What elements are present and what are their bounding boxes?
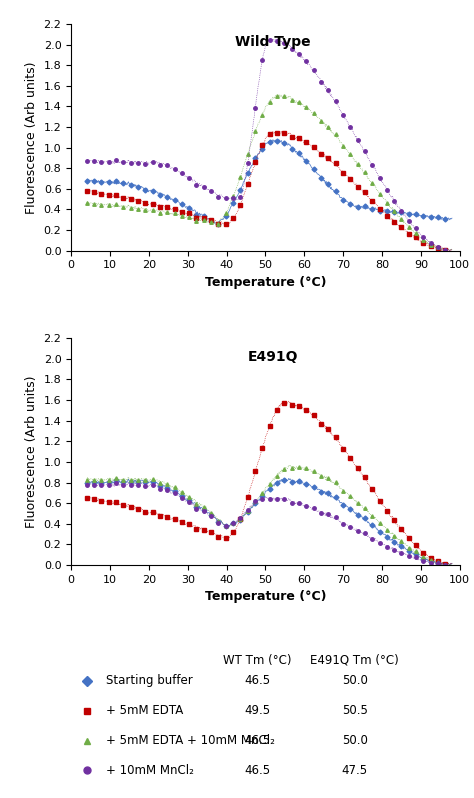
Text: 50.5: 50.5 <box>342 705 368 717</box>
Text: 46.5: 46.5 <box>245 764 271 777</box>
Text: + 5mM EDTA: + 5mM EDTA <box>106 705 183 717</box>
Y-axis label: Fluorescence (Arb units): Fluorescence (Arb units) <box>25 375 38 527</box>
X-axis label: Temperature (°C): Temperature (°C) <box>205 276 326 289</box>
Text: Starting buffer: Starting buffer <box>106 674 193 687</box>
Text: WT Tm (°C): WT Tm (°C) <box>223 654 292 667</box>
Text: + 10mM MnCl₂: + 10mM MnCl₂ <box>106 764 194 777</box>
Text: 46.5: 46.5 <box>245 674 271 687</box>
Text: + 5mM EDTA + 10mM MnCl₂: + 5mM EDTA + 10mM MnCl₂ <box>106 734 275 747</box>
Text: 49.5: 49.5 <box>245 705 271 717</box>
Text: 46.5: 46.5 <box>245 734 271 747</box>
Text: Wild Type: Wild Type <box>236 35 311 49</box>
Text: E491Q: E491Q <box>248 350 299 364</box>
Text: 47.5: 47.5 <box>342 764 368 777</box>
Text: 50.0: 50.0 <box>342 734 368 747</box>
Y-axis label: Fluorescence (Arb units): Fluorescence (Arb units) <box>25 61 38 214</box>
Text: E491Q Tm (°C): E491Q Tm (°C) <box>310 654 399 667</box>
Text: 50.0: 50.0 <box>342 674 368 687</box>
X-axis label: Temperature (°C): Temperature (°C) <box>205 591 326 603</box>
